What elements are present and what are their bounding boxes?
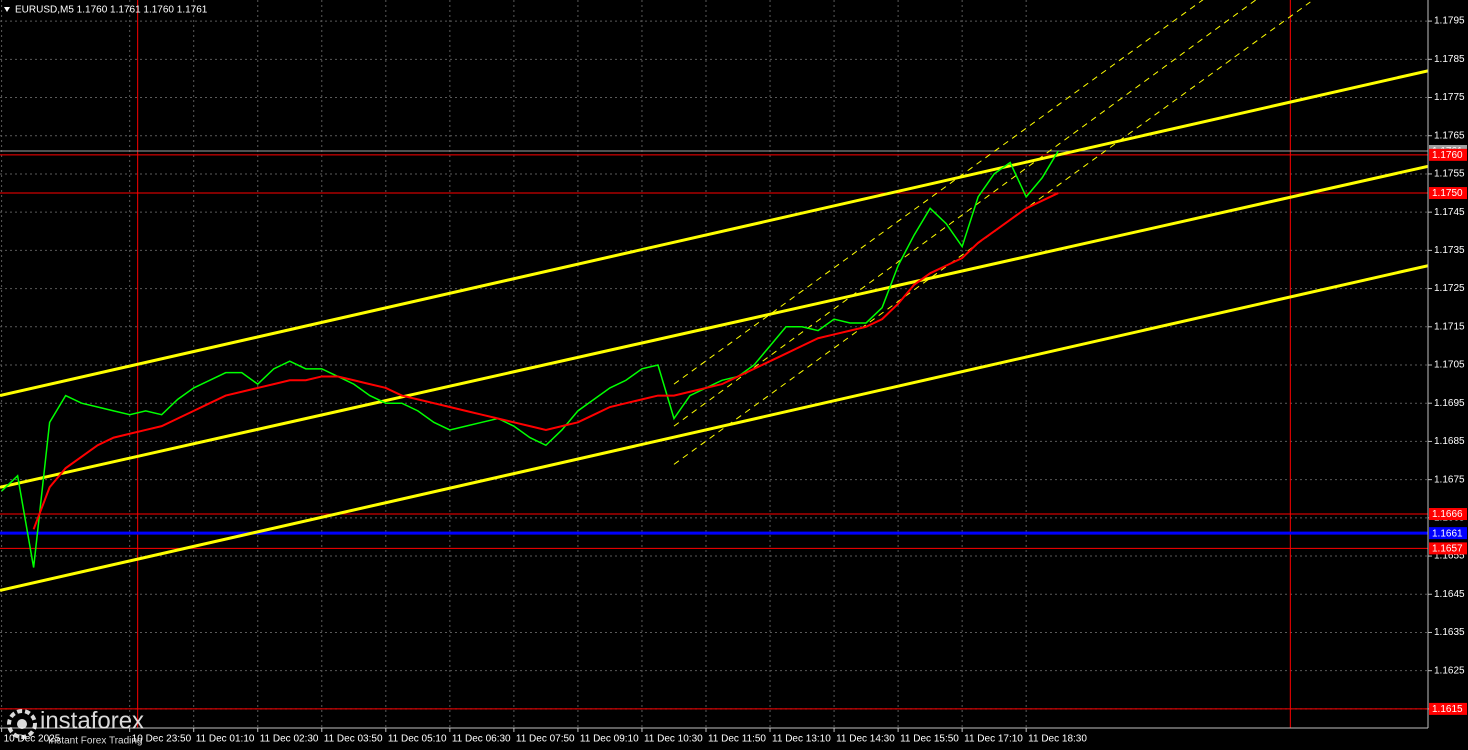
y-tick-label: 1.1695 — [1434, 398, 1465, 409]
price-level-box — [1429, 702, 1467, 715]
x-tick-label: 11 Dec 11:50 — [708, 734, 766, 745]
price-level-label: 1.1661 — [1432, 528, 1463, 539]
x-tick-label: 11 Dec 05:10 — [388, 734, 447, 745]
x-tick-label: 11 Dec 13:10 — [772, 734, 831, 745]
price-level-box — [1429, 542, 1467, 555]
trend-line — [0, 264, 1428, 592]
x-tick-label: 11 Dec 01:10 — [196, 734, 255, 745]
axes: 1.16151.16251.16351.16451.16551.16651.16… — [1, 16, 1467, 745]
y-tick-label: 1.1625 — [1434, 665, 1465, 676]
x-tick-label: 11 Dec 03:50 — [324, 734, 383, 745]
x-tick-label: 10 Dec 2025 — [4, 734, 61, 745]
price-level-label: 1.1750 — [1432, 188, 1463, 199]
y-tick-label: 1.1705 — [1434, 360, 1465, 371]
x-tick-label: 11 Dec 07:50 — [516, 734, 575, 745]
x-tick-label: 11 Dec 06:30 — [452, 734, 511, 745]
y-tick-label: 1.1715 — [1434, 321, 1465, 332]
y-tick-label: 1.1785 — [1434, 54, 1465, 65]
x-tick-label: 11 Dec 10:30 — [644, 734, 703, 745]
x-tick-label: 11 Dec 02:30 — [260, 734, 319, 745]
price-line — [1, 150, 1059, 568]
trend-line — [0, 69, 1428, 398]
x-tick-label: 11 Dec 18:30 — [1028, 734, 1087, 745]
watermark: instaforex Instant Forex Trading — [7, 707, 144, 747]
y-tick-label: 1.1655 — [1434, 551, 1465, 562]
price-level-label: 1.1657 — [1432, 544, 1463, 555]
price-level-box — [1429, 527, 1467, 540]
grid — [0, 0, 1428, 728]
y-tick-label: 1.1635 — [1434, 627, 1465, 638]
menu-arrow[interactable] — [4, 7, 10, 12]
watermark-logo — [7, 709, 37, 739]
y-tick-label: 1.1795 — [1434, 16, 1465, 27]
y-tick-label: 1.1755 — [1434, 169, 1465, 180]
y-tick-label: 1.1735 — [1434, 245, 1465, 256]
chart-title: EURUSD,M5 1.1760 1.1761 1.1760 1.1761 — [15, 5, 208, 16]
watermark-logo-core — [17, 719, 27, 729]
price-level-box — [1429, 148, 1467, 161]
moving-average — [32, 192, 1059, 530]
price-level-label: 1.1760 — [1432, 150, 1463, 161]
watermark-brand: instaforex — [40, 707, 144, 734]
x-tick-label: 11 Dec 09:10 — [580, 734, 639, 745]
price-level-label: 1.1615 — [1432, 704, 1463, 715]
y-tick-label: 1.1725 — [1434, 283, 1465, 294]
price-level-label: 1.1666 — [1432, 509, 1463, 520]
y-tick-label: 1.1645 — [1434, 589, 1465, 600]
price-level-box — [1429, 508, 1467, 521]
watermark-tagline: Instant Forex Trading — [48, 736, 143, 747]
y-tick-label: 1.1685 — [1434, 436, 1465, 447]
x-tick-label: 11 Dec 14:30 — [836, 734, 895, 745]
x-tick-label: 11 Dec 17:10 — [964, 734, 1023, 745]
price-level-box — [1429, 187, 1467, 200]
y-tick-label: 1.1765 — [1434, 130, 1465, 141]
y-tick-label: 1.1675 — [1434, 474, 1465, 485]
plot-area — [0, 0, 1428, 728]
x-tick-label: 10 Dec 23:50 — [132, 734, 192, 745]
y-tick-label: 1.1775 — [1434, 92, 1465, 103]
y-tick-label: 1.1745 — [1434, 207, 1465, 218]
trend-line — [0, 164, 1428, 489]
x-tick-label: 11 Dec 15:50 — [900, 734, 959, 745]
